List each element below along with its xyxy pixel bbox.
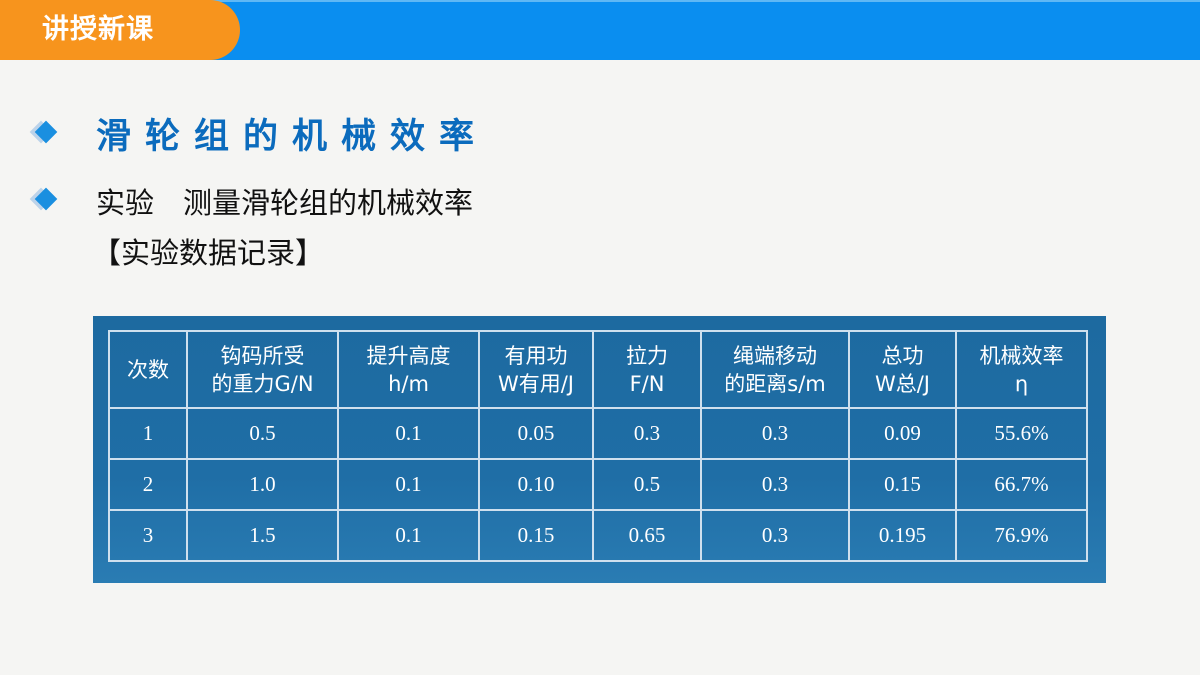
table-cell: 0.1 [337, 407, 480, 460]
table-cell: 0.3 [700, 509, 850, 562]
table-cell: 0.3 [700, 458, 850, 511]
table-header: 次数 钩码所受 的重力G/N 提升高度 h/m 有用功 W有用/J 拉力 F/N 绳端移动 的距离s… [108, 330, 1088, 409]
subtitle: 实验 测量滑轮组的机械效率 [96, 186, 474, 220]
header-line1: 绳端移动 [733, 343, 817, 368]
header-line1: 总功 [881, 343, 924, 368]
table-cell: 0.3 [700, 407, 850, 460]
header-line2: F/N [629, 371, 665, 396]
header-line2: η [1014, 371, 1029, 396]
table-cell: 66.7% [955, 458, 1088, 511]
column-header: 总功 W总/J [848, 330, 957, 409]
data-table: 次数 钩码所受 的重力G/N 提升高度 h/m 有用功 W有用/J 拉力 F/N 绳端移动 的距离s… [108, 330, 1088, 562]
diamond-bullet-icon [29, 120, 58, 144]
column-header: 机械效率 η [955, 330, 1088, 409]
column-header: 提升高度 h/m [337, 330, 480, 409]
table-cell: 3 [108, 509, 188, 562]
table-row: 3 1.5 0.1 0.15 0.65 0.3 0.195 76.9% [108, 509, 1088, 562]
header-line1: 提升高度 [366, 343, 451, 368]
table-cell: 0.15 [478, 509, 594, 562]
table-row: 1 0.5 0.1 0.05 0.3 0.3 0.09 55.6% [108, 407, 1088, 460]
table-cell: 0.195 [848, 509, 957, 562]
header-line1: 次数 [127, 357, 169, 382]
header-line1: 机械效率 [979, 343, 1064, 368]
table-cell: 1 [108, 407, 188, 460]
diamond-bullet-icon [29, 187, 58, 211]
column-header: 钩码所受的重力G/N [186, 330, 339, 409]
table-cell: 0.1 [337, 458, 480, 511]
header-line1: 钩码所受 [220, 343, 305, 368]
section-tag: 讲授新课 [0, 0, 240, 60]
table-cell: 76.9% [955, 509, 1088, 562]
section-heading: 【实验数据记录】 [92, 236, 325, 270]
table-cell: 0.5 [186, 407, 339, 460]
column-header: 绳端移动的距离s/m [700, 330, 850, 409]
table-cell: 0.10 [478, 458, 594, 511]
table-cell: 1.5 [186, 509, 339, 562]
page-title: 滑轮组的机械效率 [96, 117, 489, 157]
table-cell: 0.05 [478, 407, 594, 460]
header-line1: 有用功 [504, 343, 568, 368]
header-line2: h/m [388, 371, 429, 396]
column-header: 有用功 W有用/J [478, 330, 594, 409]
header-line2: 的距离s/m [724, 371, 826, 396]
table-cell: 0.5 [592, 458, 702, 511]
table-cell: 0.09 [848, 407, 957, 460]
header-line2: W总/J [874, 371, 931, 396]
column-header: 次数 [108, 330, 188, 409]
table-cell: 0.3 [592, 407, 702, 460]
table-cell: 0.1 [337, 509, 480, 562]
table-row: 2 1.0 0.1 0.10 0.5 0.3 0.15 66.7% [108, 458, 1088, 511]
table-cell: 2 [108, 458, 188, 511]
table-cell: 55.6% [955, 407, 1088, 460]
header-line2: W有用/J [497, 371, 575, 396]
column-header: 拉力 F/N [592, 330, 702, 409]
header-line2: 的重力G/N [211, 371, 314, 396]
header-line1: 拉力 [626, 343, 668, 368]
table-cell: 0.65 [592, 509, 702, 562]
data-table-panel: 次数 钩码所受 的重力G/N 提升高度 h/m 有用功 W有用/J 拉力 F/N 绳端移动 的距离s… [93, 316, 1106, 583]
table-cell: 1.0 [186, 458, 339, 511]
table-cell: 0.15 [848, 458, 957, 511]
